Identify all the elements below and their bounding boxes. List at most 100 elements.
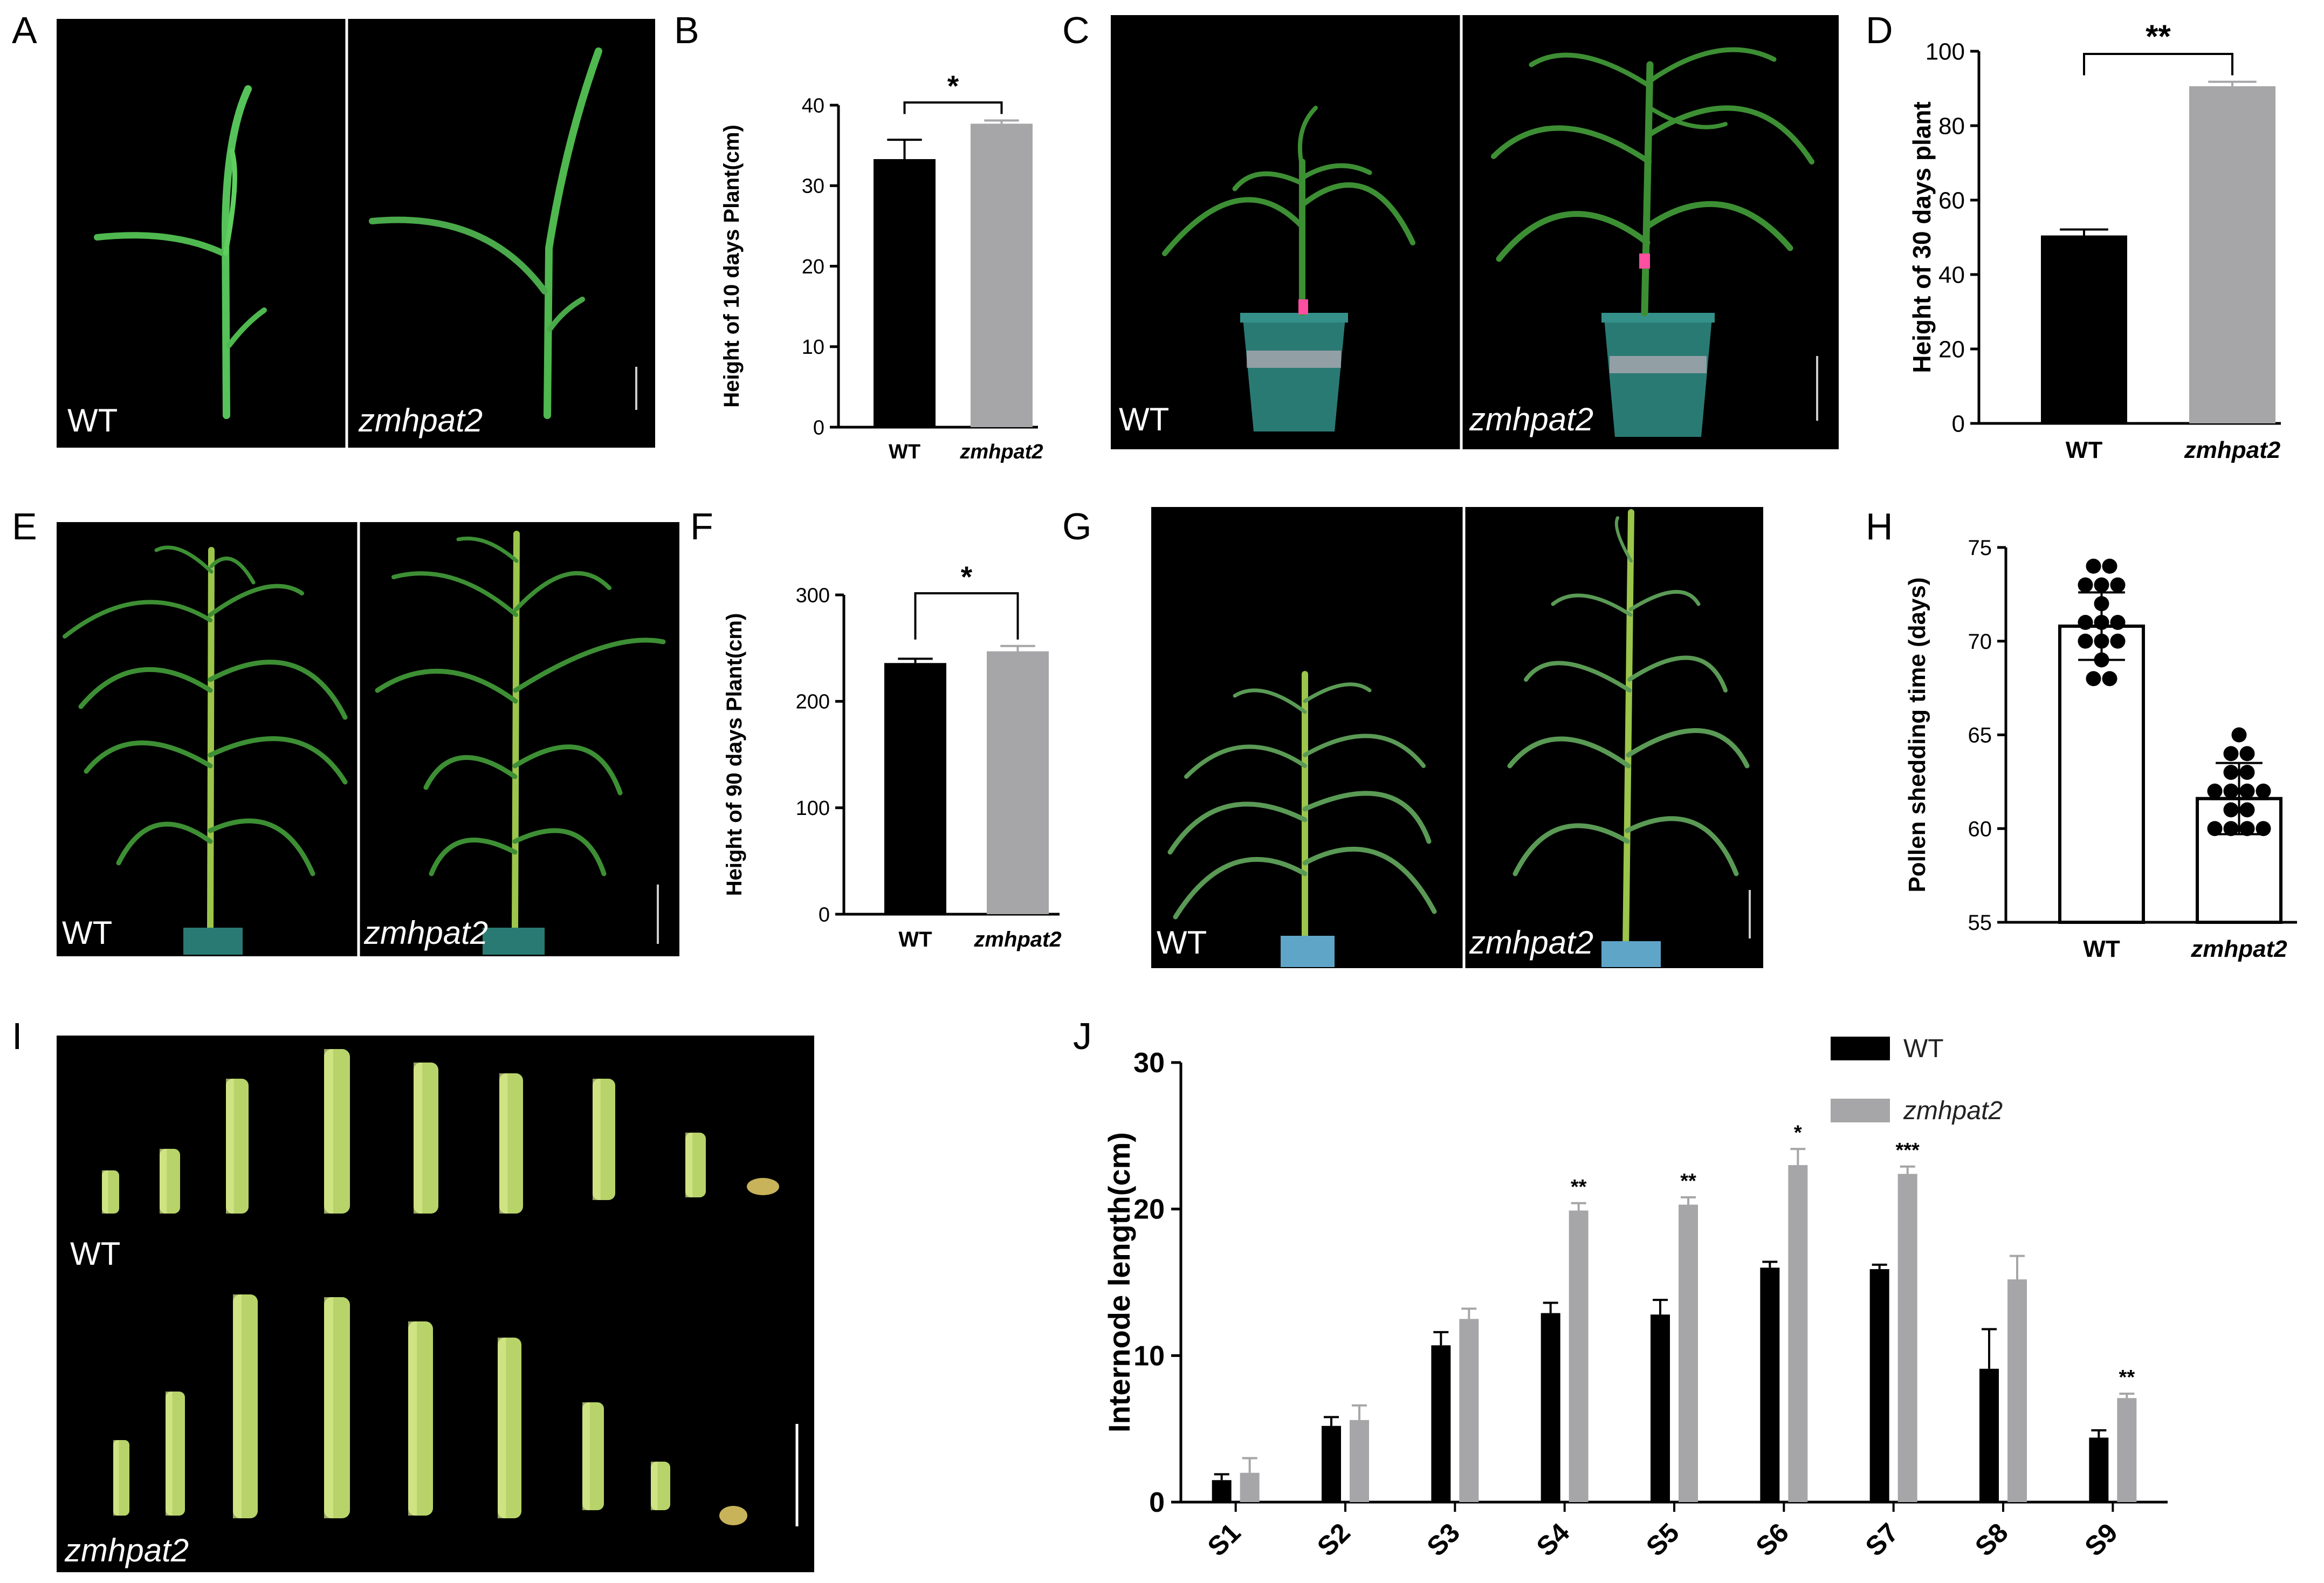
significance-marker: *: [961, 560, 973, 593]
x-tick-label: S5: [1640, 1517, 1685, 1562]
data-point: [2207, 783, 2223, 799]
data-point: [2256, 783, 2271, 799]
y-tick-label: 30: [1133, 1047, 1165, 1079]
panel-letter-h: H: [1866, 505, 1893, 547]
bar-zmhpat2-s1: [1240, 1472, 1260, 1502]
significance-bracket: [2083, 53, 2233, 76]
data-point: [2223, 746, 2239, 762]
bar-zmhpat2: [987, 651, 1049, 914]
y-axis-title: Internode length(cm): [1102, 1132, 1136, 1433]
significance-marker: **: [1571, 1176, 1587, 1198]
pot-mutant: [1601, 313, 1715, 437]
bar-wt: [2058, 624, 2145, 924]
bar-zmhpat2-s5: [1679, 1204, 1698, 1502]
panel-letter-c: C: [1062, 9, 1090, 51]
y-axis-title: Height of 30 days plant: [1908, 101, 1936, 373]
stem-highlight: [498, 1338, 506, 1518]
data-point: [2223, 821, 2239, 837]
photo-a: WT zmhpat2: [57, 19, 655, 448]
pot-wt-g: [1281, 936, 1335, 967]
photo-g: WT zmhpat2: [1151, 507, 1763, 968]
stem-highlight: [414, 1063, 423, 1214]
y-tick-label: 10: [1133, 1340, 1165, 1372]
pot-mutant-g: [1601, 941, 1661, 967]
tag-mutant: [1639, 253, 1650, 269]
y-tick-label: 0: [1149, 1487, 1165, 1518]
data-point: [2223, 783, 2239, 799]
significance-bracket: [914, 592, 1019, 640]
photo-e: WT zmhpat2: [57, 522, 679, 956]
x-tick-label: S8: [1969, 1517, 2014, 1562]
seedling-wt: [94, 85, 267, 419]
bar-wt-s4: [1541, 1313, 1560, 1502]
bar-wt-s2: [1322, 1426, 1341, 1502]
y-axis-title: Height of 10 days Plant(cm): [720, 125, 744, 408]
y-tick-label: 0: [1952, 410, 1965, 437]
maize-mutant-pollen: [1507, 509, 1750, 952]
y-tick-label: 100: [1926, 38, 1965, 65]
x-tick-label: zmhpat2: [2184, 437, 2281, 463]
bar-wt-s8: [1979, 1368, 1999, 1502]
label-mutant-e: zmhpat2: [363, 915, 488, 951]
data-point: [2094, 596, 2109, 612]
y-tick-label: 65: [1968, 724, 1992, 748]
bar-zmhpat2-s6: [1788, 1165, 1808, 1502]
x-tick-label: zmhpat2: [959, 441, 1043, 463]
y-axis-title: Pollen shedding time (days): [1904, 577, 1930, 892]
y-tick-label: 60: [1968, 817, 1992, 841]
data-point: [2094, 615, 2109, 630]
bar-wt-s3: [1431, 1345, 1451, 1502]
panel-letter-f: F: [690, 505, 713, 547]
maize-wt-30d: [1162, 106, 1415, 316]
y-tick-label: 75: [1968, 536, 1992, 560]
bar-zmhpat2-s4: [1569, 1210, 1589, 1502]
x-tick-label: S1: [1202, 1517, 1247, 1562]
data-point: [2239, 783, 2255, 799]
data-point: [2094, 633, 2109, 649]
chart-d: 0 20 40 60 80 100 Height of 30 days plant WT zmh…: [1908, 18, 2281, 463]
chart-f: 0 100 200 300 Height of 90 days Plant(cm) WT z…: [723, 560, 1062, 951]
panel-letter-j: J: [1073, 1015, 1092, 1057]
y-tick-label: 40: [1938, 262, 1965, 288]
x-tick-label: WT: [898, 928, 932, 951]
label-wt-c: WT: [1119, 401, 1169, 437]
label-mutant-i: zmhpat2: [64, 1532, 189, 1568]
significance-bracket: [903, 101, 1003, 114]
data-point: [2078, 577, 2093, 593]
chart-b: 0 10 20 30 40 Height of 10 days Plant(cm) WT zm…: [720, 69, 1043, 463]
panel-letter-g: G: [1062, 505, 1091, 547]
data-point: [2239, 746, 2255, 762]
y-tick-label: 80: [1938, 113, 1965, 139]
x-tick-label: WT: [2066, 437, 2103, 463]
bar-wt: [874, 159, 936, 427]
significance-marker: ***: [1895, 1139, 1920, 1162]
data-point: [2207, 821, 2223, 837]
panel-letter-d: D: [1866, 9, 1893, 51]
label-wt-a: WT: [67, 402, 118, 438]
x-tick-label: S9: [2079, 1517, 2123, 1562]
y-tick-label: 100: [796, 797, 830, 820]
data-point: [2094, 577, 2109, 593]
maize-mutant-90d: [375, 531, 666, 931]
y-tick-label: 55: [1968, 911, 1992, 935]
stem-highlight: [651, 1462, 658, 1510]
stem-highlight: [166, 1392, 173, 1516]
bar-wt-s1: [1212, 1480, 1232, 1502]
bar-wt-s9: [2089, 1437, 2109, 1502]
data-point: [2086, 671, 2101, 687]
label-wt-e: WT: [62, 915, 112, 951]
significance-marker: *: [947, 69, 959, 102]
chart-h: 55 60 65 70 75 Pollen shedding time (days) WT z…: [1904, 536, 2297, 962]
stem-highlight: [233, 1294, 242, 1518]
data-point: [2110, 633, 2126, 649]
data-point: [2102, 671, 2117, 687]
legend-label: zmhpat2: [1903, 1097, 2003, 1125]
data-point: [2223, 765, 2239, 780]
data-point: [2110, 615, 2126, 630]
bar-wt-s7: [1869, 1269, 1889, 1502]
x-tick-label: S6: [1750, 1517, 1794, 1562]
pot-wt-e: [183, 928, 243, 955]
bar-zmhpat2-s8: [2007, 1279, 2027, 1502]
maize-wt-pollen: [1167, 671, 1437, 942]
